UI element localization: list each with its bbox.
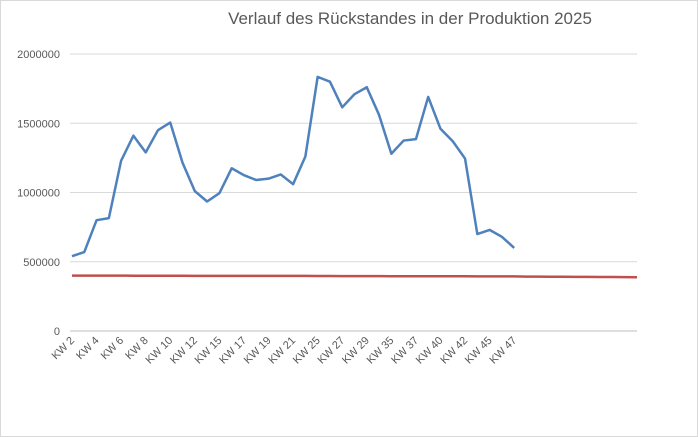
y-tick-label: 1000000 <box>17 188 60 200</box>
chart-title: Verlauf des Rückstandes in der Produktio… <box>228 9 592 28</box>
y-tick-label: 500000 <box>23 257 60 269</box>
y-tick-label: 2000000 <box>17 49 60 61</box>
y-tick-label: 0 <box>54 326 60 338</box>
data-line <box>72 274 638 279</box>
data-line <box>71 75 516 258</box>
y-tick-label: 1500000 <box>17 118 60 130</box>
